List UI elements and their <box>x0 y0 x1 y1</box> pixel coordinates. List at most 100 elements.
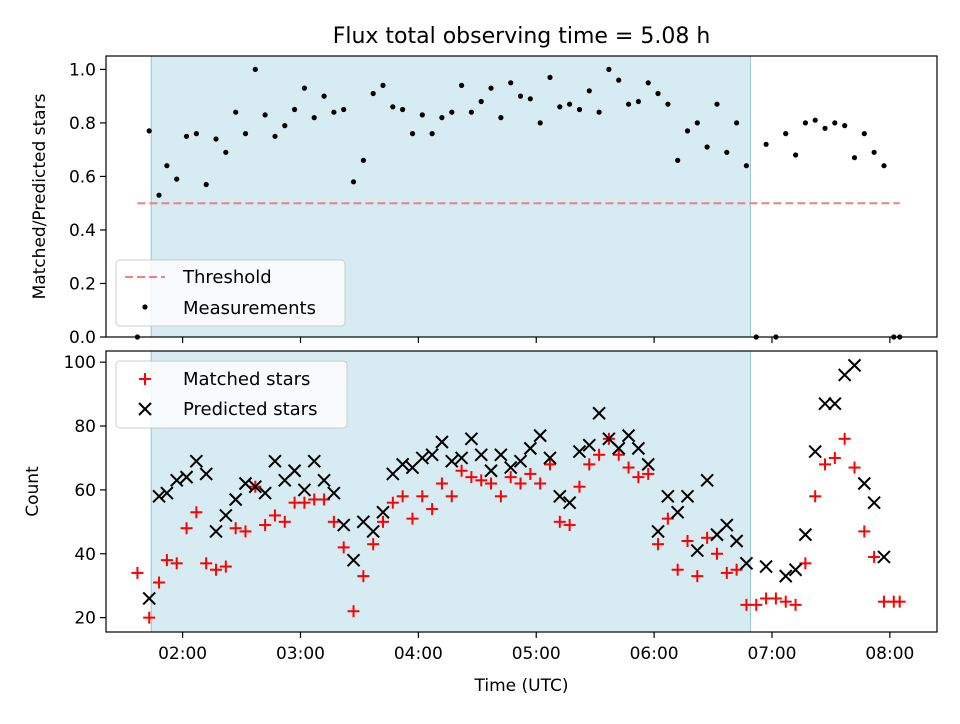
matched-stars-point <box>642 467 655 480</box>
matched-stars-point <box>396 490 409 503</box>
matched-stars-point <box>239 525 252 538</box>
measurement-point <box>665 101 671 107</box>
figure-title: Flux total observing time = 5.08 h <box>333 24 711 49</box>
predicted-stars-point <box>464 432 479 446</box>
matched-stars-point <box>681 534 694 547</box>
measurement-point <box>429 131 435 137</box>
measurement-point <box>763 141 769 147</box>
predicted-stars-point <box>327 486 341 500</box>
predicted-stars-point <box>828 396 842 411</box>
measurement-point <box>704 144 710 150</box>
predicted-stars-point <box>759 559 773 574</box>
predicted-stars-point <box>700 473 714 488</box>
bottom-legend-box <box>115 360 348 429</box>
matched-stars-point <box>828 451 841 464</box>
predicted-stars-point <box>612 441 626 456</box>
matched-stars-point <box>868 550 881 563</box>
measurement-point <box>331 109 337 115</box>
predicted-stars-point <box>142 591 156 606</box>
predicted-stars-point <box>307 454 321 468</box>
predicted-stars-point <box>425 448 439 462</box>
measurement-point <box>508 80 514 86</box>
matched-stars-point <box>190 506 203 519</box>
top-y-axis-label: Matched/Predicted stars <box>30 93 50 299</box>
measurement-point <box>626 101 632 107</box>
matched-stars-point <box>298 496 311 509</box>
measurement-point <box>419 112 425 118</box>
measurement-point <box>233 109 239 115</box>
predicted-stars-point <box>543 451 557 465</box>
bottom-plot-frame <box>105 350 938 633</box>
measurement-point <box>596 109 602 115</box>
predicted-stars-point <box>857 476 872 491</box>
matched-stars-point <box>367 538 380 551</box>
legend-threshold-label: Threshold <box>182 267 272 288</box>
measurement-point <box>400 106 406 113</box>
predicted-stars-point <box>484 464 498 478</box>
predicted-stars-point <box>366 524 380 539</box>
measurement-point <box>675 157 681 163</box>
matched-stars-point <box>730 563 743 576</box>
predicted-stars-point <box>523 441 538 456</box>
predicted-stars-point <box>346 553 361 567</box>
matched-stars-point <box>435 477 448 490</box>
predicted-stars-point <box>562 495 577 510</box>
top-y-tick-label: 1.0 <box>69 60 96 80</box>
matched-stars-point <box>750 598 763 611</box>
matched-stars-point <box>143 611 156 624</box>
measurement-point <box>547 74 553 80</box>
matched-stars-point <box>563 519 576 532</box>
measurement-point <box>616 77 622 83</box>
measurement-point <box>174 176 180 182</box>
top-y-tick-label: 0.6 <box>69 167 96 187</box>
measurement-point <box>743 163 750 169</box>
predicted-stars-point <box>690 543 705 558</box>
measurement-point <box>311 115 317 121</box>
matched-stars-point <box>406 512 419 525</box>
predicted-stars-point <box>238 476 253 491</box>
measurement-point <box>164 163 170 169</box>
bottom-x-axis-label: Time (UTC) <box>474 676 569 696</box>
top-legend: Threshold Measurements <box>115 259 346 327</box>
bottom-x-tick-label: 08:00 <box>865 644 914 664</box>
measurement-point <box>871 149 877 155</box>
bottom-x-tick-label: 05:00 <box>512 644 561 664</box>
measurement-point <box>146 128 152 134</box>
predicted-stars-point <box>160 486 174 500</box>
matched-stars-point <box>229 522 242 535</box>
predicted-stars-point <box>189 454 204 468</box>
predicted-stars-point <box>317 473 331 488</box>
measurement-point <box>292 106 298 113</box>
matched-stars-point <box>278 515 291 528</box>
top-legend-box <box>115 259 346 327</box>
predicted-stars-point <box>582 438 596 452</box>
matched-stars-point <box>416 490 429 503</box>
matched-stars-point <box>848 461 861 474</box>
matched-stars-point <box>838 432 851 445</box>
legend-measurements-label: Measurements <box>183 298 316 319</box>
measurement-point <box>380 82 386 88</box>
measurement-point <box>488 85 494 91</box>
matched-stars-point <box>632 471 645 484</box>
matched-stars-point <box>357 570 370 583</box>
matched-stars-point <box>691 570 704 583</box>
measurement-point <box>282 123 288 129</box>
matched-stars-point <box>153 576 166 589</box>
measurement-point <box>360 157 366 163</box>
matched-stars-point <box>386 496 399 509</box>
predicted-stars-point <box>592 406 606 420</box>
measurement-point <box>478 98 484 105</box>
matched-stars-point <box>671 563 684 576</box>
predicted-stars-point <box>808 444 822 459</box>
measurement-point <box>881 163 887 169</box>
matched-stars-point <box>789 598 802 611</box>
predicted-stars-point <box>553 489 567 503</box>
measurement-point <box>223 149 229 155</box>
measurement-point <box>793 152 799 158</box>
predicted-stars-point <box>651 524 665 539</box>
bottom-x-tick-label: 02:00 <box>158 644 207 664</box>
predicted-stars-point <box>621 428 636 443</box>
matched-stars-point <box>485 477 498 490</box>
measurement-point <box>714 101 720 107</box>
predicted-stars-point <box>268 454 282 468</box>
